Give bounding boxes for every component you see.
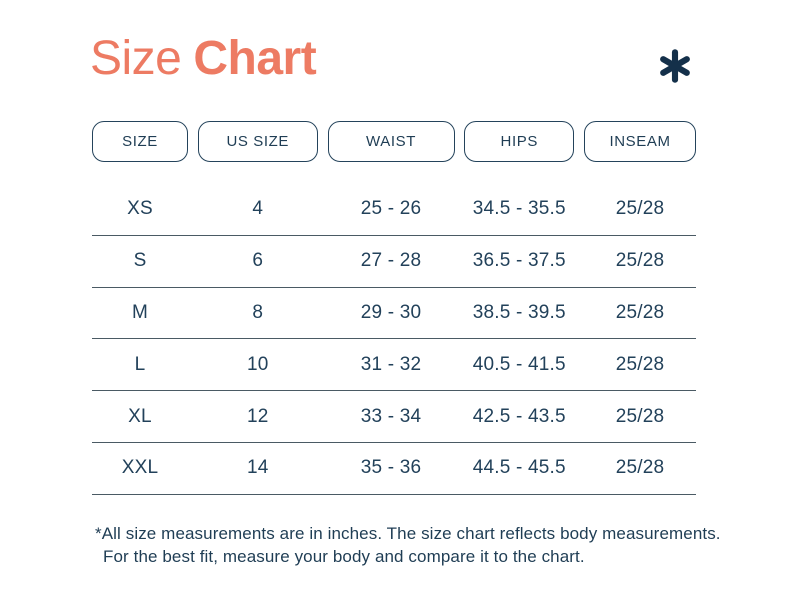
size-table-body: XS 4 25 - 26 34.5 - 35.5 25/28 S 6 27 - … <box>92 184 696 495</box>
cell-inseam: 25/28 <box>615 250 665 272</box>
cell-size: XXL <box>121 457 159 479</box>
asterisk-icon <box>658 48 692 89</box>
cell-hips: 40.5 - 41.5 <box>472 353 566 375</box>
footnote: *All size measurements are in inches. Th… <box>95 522 721 568</box>
cell-hips: 36.5 - 37.5 <box>472 250 566 272</box>
cell-hips: 44.5 - 45.5 <box>472 457 566 479</box>
column-header-inseam: INSEAM <box>584 121 696 162</box>
cell-inseam: 25/28 <box>615 301 665 323</box>
table-row-xs: XS 4 25 - 26 34.5 - 35.5 25/28 <box>92 184 696 236</box>
page-title-bold: Chart <box>193 32 317 85</box>
cell-size: XL <box>128 405 152 427</box>
cell-inseam: 25/28 <box>615 353 665 375</box>
table-row-xl: XL 12 33 - 34 42.5 - 43.5 25/28 <box>92 391 696 443</box>
footnote-line-2: For the best fit, measure your body and … <box>103 547 585 566</box>
cell-ussize: 14 <box>246 457 269 479</box>
cell-waist: 29 - 30 <box>360 301 422 323</box>
cell-inseam: 25/28 <box>615 198 665 220</box>
cell-ussize: 12 <box>246 405 269 427</box>
page-title-light: Size <box>90 32 182 85</box>
column-header-us-size: US SIZE <box>197 121 318 162</box>
cell-waist: 33 - 34 <box>360 405 422 427</box>
cell-inseam: 25/28 <box>615 405 665 427</box>
cell-waist: 31 - 32 <box>360 353 422 375</box>
cell-ussize: 6 <box>252 250 264 272</box>
table-row-l: L 10 31 - 32 40.5 - 41.5 25/28 <box>92 339 696 392</box>
cell-size: XS <box>127 198 153 220</box>
cell-ussize: 8 <box>252 301 264 323</box>
page-header: Size Chart <box>90 32 714 89</box>
table-row-xxl: XXL 14 35 - 36 44.5 - 45.5 25/28 <box>92 443 696 495</box>
page-title: Size Chart <box>90 32 317 85</box>
column-header-hips: HIPS <box>464 121 575 162</box>
table-row-m: M 8 29 - 30 38.5 - 39.5 25/28 <box>92 288 696 340</box>
table-row-s: S 6 27 - 28 36.5 - 37.5 25/28 <box>92 236 696 288</box>
cell-inseam: 25/28 <box>615 457 665 479</box>
cell-waist: 35 - 36 <box>360 457 422 479</box>
cell-size: M <box>131 301 149 323</box>
cell-hips: 38.5 - 39.5 <box>472 301 566 323</box>
cell-hips: 34.5 - 35.5 <box>472 198 566 220</box>
cell-waist: 27 - 28 <box>360 250 422 272</box>
table-header-row: SIZE US SIZE WAIST HIPS INSEAM <box>92 121 696 162</box>
footnote-line-1: *All size measurements are in inches. Th… <box>95 524 721 543</box>
column-header-size: SIZE <box>92 121 188 162</box>
cell-waist: 25 - 26 <box>360 198 422 220</box>
column-header-waist: WAIST <box>327 121 455 162</box>
cell-ussize: 10 <box>246 353 269 375</box>
cell-hips: 42.5 - 43.5 <box>472 405 566 427</box>
cell-size: S <box>133 250 147 272</box>
cell-ussize: 4 <box>252 198 264 220</box>
cell-size: L <box>134 353 146 375</box>
